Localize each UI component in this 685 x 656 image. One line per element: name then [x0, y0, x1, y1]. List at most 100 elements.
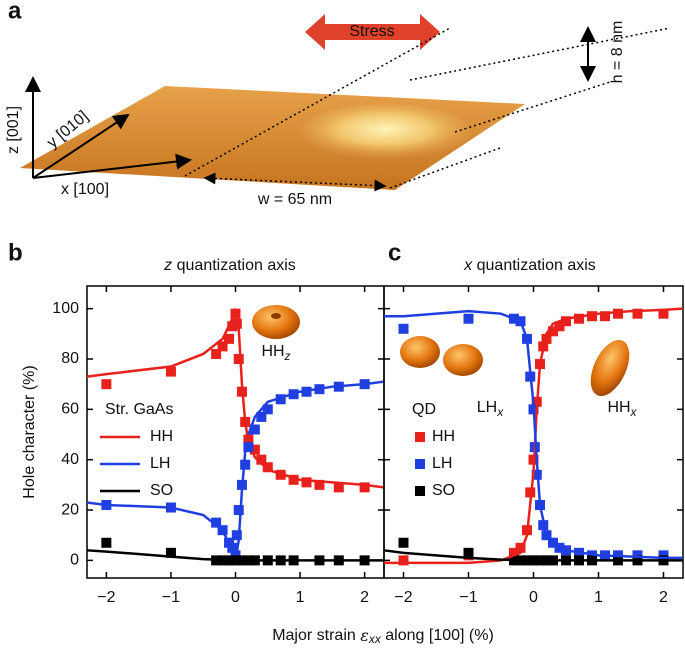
annotation: LHx — [477, 399, 504, 419]
data-point — [236, 555, 247, 566]
data-point — [548, 326, 558, 337]
x-tick-label: 2 — [360, 589, 369, 606]
data-point — [249, 555, 260, 566]
x-tick-label: 0 — [231, 589, 240, 606]
data-point — [240, 459, 251, 470]
data-point — [236, 386, 247, 397]
panel-label: a — [8, 0, 22, 24]
data-point — [227, 542, 238, 553]
data-point — [236, 479, 247, 490]
x-tick-label: 1 — [296, 589, 305, 606]
data-point — [333, 482, 344, 493]
fit-line — [86, 549, 384, 562]
data-point — [230, 555, 241, 566]
data-point — [632, 550, 643, 561]
data-point — [230, 550, 241, 561]
wavefunction-shape — [271, 313, 281, 319]
data-point — [275, 555, 286, 566]
annotation-part: HH — [607, 399, 630, 416]
data-point — [359, 555, 370, 566]
x-tick-label: 2 — [659, 589, 668, 606]
x-axis-label-part: along [100] (%) — [381, 627, 494, 644]
data-point — [217, 555, 228, 566]
data-point — [398, 323, 409, 334]
data-point — [587, 311, 597, 322]
data-point — [243, 442, 254, 453]
data-point — [574, 313, 584, 324]
data-point — [211, 348, 222, 359]
data-point — [561, 316, 571, 327]
chart-title: x quantization axis — [463, 257, 596, 274]
data-point — [613, 308, 623, 319]
data-point — [600, 311, 610, 322]
fit-line — [86, 308, 385, 489]
data-point — [554, 321, 565, 332]
panel-label: c — [388, 239, 401, 266]
data-point — [314, 384, 325, 395]
chart-title-part: quantization axis — [172, 257, 296, 274]
annotation: HHz — [261, 343, 290, 363]
chart-title-part: quantization axis — [472, 257, 596, 274]
data-point — [217, 525, 228, 536]
data-point — [224, 333, 235, 344]
fit-line — [384, 309, 683, 560]
data-point — [314, 479, 325, 490]
width-label: w = 65 nm — [257, 191, 332, 208]
x-axis-label-part: Major strain — [272, 627, 360, 644]
data-point — [333, 555, 344, 566]
legend-label: SO — [432, 482, 455, 499]
wavefunction-shape — [443, 344, 483, 376]
data-point — [211, 555, 222, 566]
data-point — [288, 389, 299, 400]
data-point — [658, 550, 669, 561]
x-axis-label-part: xx — [368, 632, 382, 646]
data-point — [398, 537, 409, 548]
data-point — [288, 555, 299, 566]
data-point — [262, 404, 273, 415]
x-axis-label-part: ε — [360, 626, 369, 645]
annotation: HHx — [607, 399, 637, 419]
stress-arrow — [305, 14, 440, 50]
fit-line — [383, 549, 683, 562]
legend-title: Str. GaAs — [105, 401, 173, 418]
data-point — [275, 469, 286, 480]
y-tick-label: 80 — [61, 350, 79, 367]
data-point — [211, 517, 222, 528]
x-axis-label: Major strain εxx along [100] (%) — [272, 626, 494, 647]
y-tick-label: 40 — [61, 451, 79, 468]
legend-swatch — [415, 486, 425, 496]
axis-arrow — [32, 153, 192, 179]
y-tick-label: 20 — [61, 501, 79, 518]
height-label: h = 8 nm — [609, 21, 626, 84]
data-point — [463, 313, 474, 324]
x-tick-label: −1 — [162, 589, 180, 606]
data-point — [333, 381, 344, 392]
axis-arrow — [32, 113, 130, 179]
legend-label: LH — [150, 455, 170, 472]
legend-label: SO — [150, 482, 173, 499]
data-point — [243, 434, 254, 445]
chart-title: z quantization axis — [163, 257, 296, 274]
legend-label: HH — [150, 428, 173, 445]
data-point — [509, 547, 519, 558]
data-point — [101, 500, 112, 510]
data-point — [230, 308, 241, 319]
stress-label: Stress — [349, 23, 394, 40]
legend-label: HH — [432, 428, 455, 445]
data-point — [224, 555, 235, 566]
panel-a: a z [001] y [010] x [100] Stress h = 8 n… — [5, 0, 671, 208]
data-point — [249, 444, 260, 455]
legend-title: QD — [412, 401, 436, 418]
data-point — [249, 424, 260, 435]
chart-title-part: x — [463, 257, 473, 274]
data-point — [101, 379, 112, 390]
x-tick-label: 1 — [594, 589, 603, 606]
data-point — [217, 341, 228, 352]
data-point — [231, 530, 242, 541]
data-point — [301, 477, 312, 488]
data-point — [165, 547, 176, 558]
chart-title-part: z — [163, 257, 172, 274]
data-point — [243, 555, 254, 566]
y-tick-label: 100 — [52, 300, 79, 317]
x-tick-label: 0 — [529, 589, 538, 606]
